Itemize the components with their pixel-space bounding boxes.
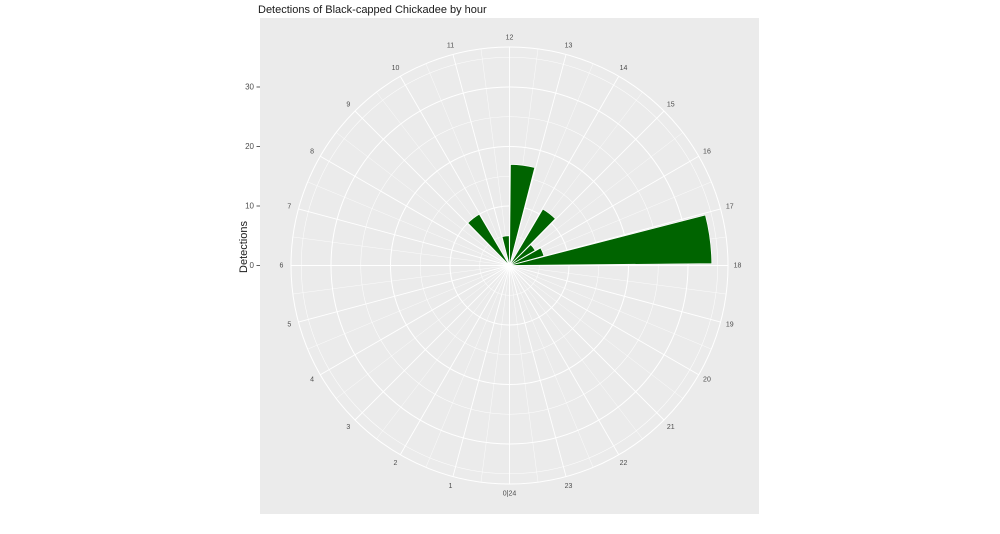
hour-label-7: 7 xyxy=(287,204,291,211)
grid-spoke-hour xyxy=(298,265,510,323)
hour-label-19: 19 xyxy=(726,322,734,329)
grid-spoke-half-hour xyxy=(292,236,510,266)
grid-spoke-half-hour xyxy=(292,265,510,295)
hour-label-21: 21 xyxy=(667,424,675,431)
grid-spoke-half-hour xyxy=(307,181,510,266)
grid-spoke-half-hour xyxy=(480,48,510,266)
hour-label-13: 13 xyxy=(565,42,573,49)
grid-spoke-half-hour xyxy=(480,265,510,483)
bar-hour-17 xyxy=(509,214,713,266)
grid-spoke-hour xyxy=(509,265,699,376)
y-tick-label: 20 xyxy=(245,142,254,151)
hour-label-20: 20 xyxy=(703,377,711,384)
grid-spoke-half-hour xyxy=(376,265,510,439)
hour-label-3: 3 xyxy=(346,424,350,431)
bar-hour-9 xyxy=(467,213,510,266)
grid-spoke-half-hour xyxy=(509,265,643,439)
bar-hour-12 xyxy=(509,164,536,266)
grid-spoke-hour xyxy=(509,155,699,266)
bar-hour-14 xyxy=(509,208,556,266)
grid-spoke-hour xyxy=(509,265,620,455)
grid-spoke-hour xyxy=(452,265,510,477)
grid-spoke-half-hour xyxy=(307,265,510,350)
bar-hour-15 xyxy=(509,244,536,266)
hour-label-9: 9 xyxy=(346,101,350,108)
grid-spoke-hour xyxy=(452,54,510,266)
grid-spoke-half-hour xyxy=(425,265,510,468)
grid-spoke-half-hour xyxy=(509,132,683,266)
y-tick-label: 0 xyxy=(250,261,255,270)
hour-label-4: 4 xyxy=(310,377,314,384)
hour-label-22: 22 xyxy=(620,460,628,467)
chart-title: Detections of Black-capped Chickadee by … xyxy=(258,4,487,16)
y-axis-title: Detections xyxy=(238,221,250,273)
grid-spoke-hour xyxy=(354,265,510,421)
grid-spoke-half-hour xyxy=(336,265,510,399)
grid-spoke-half-hour xyxy=(509,181,712,266)
hour-label-0: 0|24 xyxy=(503,491,517,498)
grid-spoke-hour xyxy=(399,265,510,455)
grid-spoke-half-hour xyxy=(509,63,594,266)
hour-label-10: 10 xyxy=(392,65,400,72)
hour-label-2: 2 xyxy=(394,460,398,467)
hour-label-18: 18 xyxy=(734,263,742,270)
bar-hour-16 xyxy=(509,247,545,266)
hour-label-12: 12 xyxy=(506,35,514,42)
hour-label-8: 8 xyxy=(310,149,314,156)
hour-label-14: 14 xyxy=(620,65,628,72)
y-tick-label: 10 xyxy=(245,202,254,211)
grid-spoke-half-hour xyxy=(509,265,594,468)
grid-spoke-hour xyxy=(509,265,665,421)
bar-hour-11 xyxy=(501,235,510,266)
grid-spoke-hour xyxy=(509,265,721,323)
hour-label-23: 23 xyxy=(565,483,573,490)
hour-label-6: 6 xyxy=(280,263,284,270)
hour-label-1: 1 xyxy=(449,483,453,490)
grid-spoke-hour xyxy=(320,155,510,266)
grid-spoke-hour xyxy=(509,265,567,477)
hour-label-16: 16 xyxy=(703,149,711,156)
hour-label-15: 15 xyxy=(667,101,675,108)
grid-spoke-half-hour xyxy=(425,63,510,266)
grid-spoke-half-hour xyxy=(509,265,539,483)
grid-spoke-half-hour xyxy=(509,265,727,295)
hour-label-17: 17 xyxy=(726,204,734,211)
grid-spoke-hour xyxy=(320,265,510,376)
grid-spoke-half-hour xyxy=(509,265,683,399)
grid-spoke-half-hour xyxy=(336,132,510,266)
y-tick-label: 30 xyxy=(245,83,254,92)
hour-label-11: 11 xyxy=(447,42,454,49)
hour-label-5: 5 xyxy=(287,322,291,329)
grid-spoke-half-hour xyxy=(509,265,712,350)
grid-spoke-hour xyxy=(298,208,510,266)
